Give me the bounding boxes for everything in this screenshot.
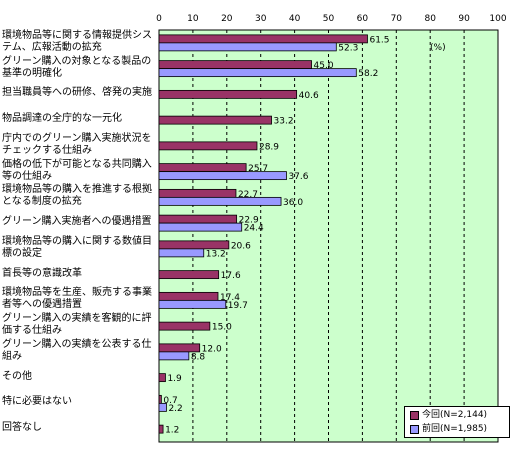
x-tick-label: 30 <box>255 14 267 24</box>
value-label: 19.7 <box>228 301 248 311</box>
category-label: グリーン購入の実績を客観的に評価する仕組み <box>2 313 152 337</box>
bar-current <box>158 188 237 198</box>
value-label: 33.2 <box>274 117 294 127</box>
bar-current <box>158 214 238 224</box>
category-label: 環境物品等に関する情報提供システム、広報活動の拡充 <box>2 29 152 53</box>
bar-current <box>158 270 220 280</box>
value-label: 15.0 <box>212 323 232 333</box>
value-label: 22.7 <box>238 190 258 200</box>
legend-item-current: 今回(N=2,144) <box>410 409 487 421</box>
value-label: 2.2 <box>168 404 182 414</box>
category-label: グリーン購入の実績を公表する仕組み <box>2 338 152 362</box>
bar-previous <box>158 222 243 232</box>
legend-swatch-current <box>410 410 419 420</box>
value-labels: 61.5 52.3 45.0 58.2 40.6 33.2 28.9 25.7 37.6 22.7… <box>163 35 389 435</box>
value-label: 20.6 <box>231 241 251 251</box>
bar-previous <box>158 248 205 258</box>
category-label: 価格の低下が可能となる共同購入等の仕組み <box>2 158 152 182</box>
bar-current <box>158 240 230 250</box>
bar-current <box>158 394 162 404</box>
legend-swatch-previous <box>410 424 419 434</box>
category-label: 環境物品等の購入に関する数値目標の設定 <box>2 235 152 259</box>
bar-current <box>158 424 164 434</box>
value-label: 45.0 <box>314 61 334 71</box>
bars <box>158 34 368 434</box>
unit-label: (%) <box>430 43 446 53</box>
bar-previous <box>158 299 227 309</box>
category-label: グリーン購入の対象となる製品の基準の明確化 <box>2 55 152 79</box>
bar-previous <box>158 42 337 52</box>
value-label: 36.0 <box>283 198 303 208</box>
bar-previous <box>158 171 287 181</box>
category-label: 庁内でのグリーン購入実施状況をチェックする仕組み <box>2 132 152 156</box>
value-label: 0.7 <box>163 396 177 406</box>
value-label: 52.3 <box>338 43 358 53</box>
value-label: 25.7 <box>248 164 268 174</box>
category-label: グリーン購入実施者への優遇措置 <box>2 216 152 228</box>
x-tick-label: 100 <box>489 14 506 24</box>
value-label: 28.9 <box>259 142 279 152</box>
bar-previous <box>158 196 282 206</box>
value-label: 22.9 <box>239 216 259 226</box>
x-tick-label: 80 <box>424 14 436 24</box>
bar-current <box>158 89 298 99</box>
category-label: 担当職員等への研修、啓発の実施 <box>2 87 152 99</box>
bar-current <box>158 34 368 44</box>
value-label: 17.6 <box>221 271 241 281</box>
category-label: 物品調達の全庁的な一元化 <box>2 113 122 125</box>
category-label: 特に必要はない <box>2 396 72 408</box>
x-tick-label: 10 <box>187 14 199 24</box>
bar-current <box>158 60 312 70</box>
x-tick-label: 20 <box>221 14 233 24</box>
x-tick-labels: 0 10 20 30 40 50 60 70 80 90 100 <box>156 14 507 24</box>
legend-label-current: 今回(N=2,144) <box>422 410 488 420</box>
value-label: 1.2 <box>165 426 179 436</box>
value-label: 1.9 <box>167 374 182 384</box>
legend-label-previous: 前回(N=1,985) <box>422 424 488 434</box>
legend-item-previous: 前回(N=1,985) <box>410 423 487 435</box>
x-tick-label: 70 <box>391 14 403 24</box>
value-label: 37.6 <box>288 172 308 182</box>
bar-current <box>158 115 272 125</box>
value-label: 8.8 <box>191 352 206 362</box>
bar-previous <box>158 402 167 412</box>
x-tick-label: 0 <box>156 14 162 24</box>
value-label: 12.0 <box>202 344 222 354</box>
value-label: 13.2 <box>206 249 226 259</box>
bar-current <box>158 141 258 151</box>
value-label: 17.4 <box>220 293 240 303</box>
category-label: 首長等の意識改革 <box>2 267 82 279</box>
value-label: 58.2 <box>358 69 378 79</box>
bar-current <box>158 321 211 331</box>
bar-current <box>158 291 219 301</box>
category-label: 環境物品等を生産、販売する事業者等への優遇措置 <box>2 287 152 311</box>
x-tick-label: 50 <box>323 14 335 24</box>
value-label: 61.5 <box>369 35 389 45</box>
category-label: その他 <box>2 370 32 382</box>
bar-previous <box>158 351 190 361</box>
category-label: 環境物品等の購入を推進する根拠となる制度の拡充 <box>2 184 152 208</box>
legend: 今回(N=2,144) 前回(N=1,985) <box>404 406 510 438</box>
x-tick-label: 90 <box>458 14 470 24</box>
bar-previous <box>158 68 357 78</box>
x-tick-label: 60 <box>357 14 369 24</box>
bar-current <box>158 373 166 383</box>
category-label: 回答なし <box>2 422 42 434</box>
bar-current <box>158 163 247 173</box>
value-label: 40.6 <box>299 91 319 101</box>
bar-current <box>158 343 201 353</box>
value-label: 24.4 <box>244 224 264 234</box>
x-tick-label: 40 <box>289 14 301 24</box>
